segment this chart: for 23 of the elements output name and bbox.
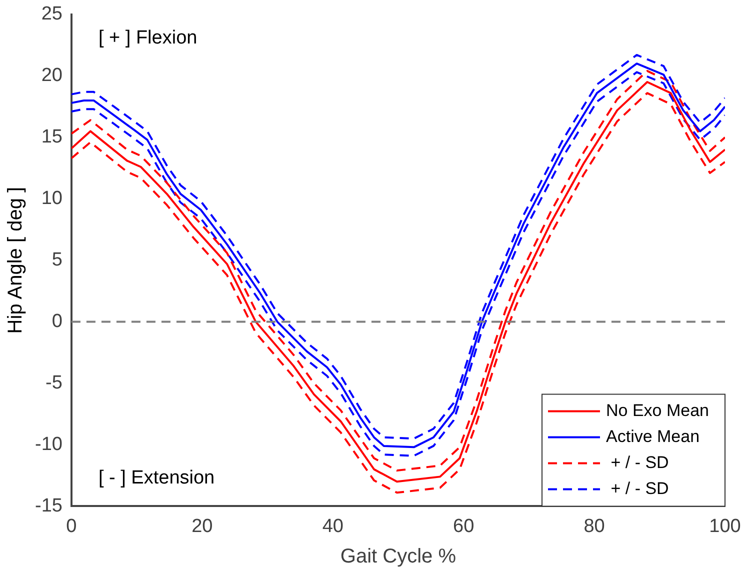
x-tick-label: 40 <box>322 516 344 537</box>
y-tick-label: 15 <box>41 126 62 148</box>
x-axis-title: Gait Cycle % <box>340 546 456 568</box>
x-tick-label: 80 <box>584 516 605 537</box>
annotation: [ + ] Flexion <box>98 28 198 49</box>
y-tick-label: -10 <box>34 434 62 455</box>
y-tick-label: 5 <box>52 250 62 271</box>
legend-label: + / - SD <box>606 452 669 472</box>
legend-label: + / - SD <box>606 478 669 498</box>
y-tick-label: 10 <box>41 188 62 210</box>
x-tick-label: 60 <box>453 516 474 537</box>
y-axis-title: Hip Angle [ deg ] <box>4 186 27 334</box>
y-tick-label: -15 <box>34 495 62 516</box>
y-tick-label: 20 <box>41 65 62 86</box>
x-tick-label: 0 <box>66 516 77 537</box>
y-tick-label: -5 <box>46 372 62 394</box>
y-tick-label: 25 <box>41 4 62 25</box>
legend-label: No Exo Mean <box>606 400 710 420</box>
legend-label: Active Mean <box>606 426 700 446</box>
x-tick-label: 20 <box>192 516 213 537</box>
annotation: [ - ] Extension <box>98 467 215 488</box>
y-tick-label: 0 <box>52 311 62 332</box>
x-tick-label: 100 <box>709 516 741 537</box>
